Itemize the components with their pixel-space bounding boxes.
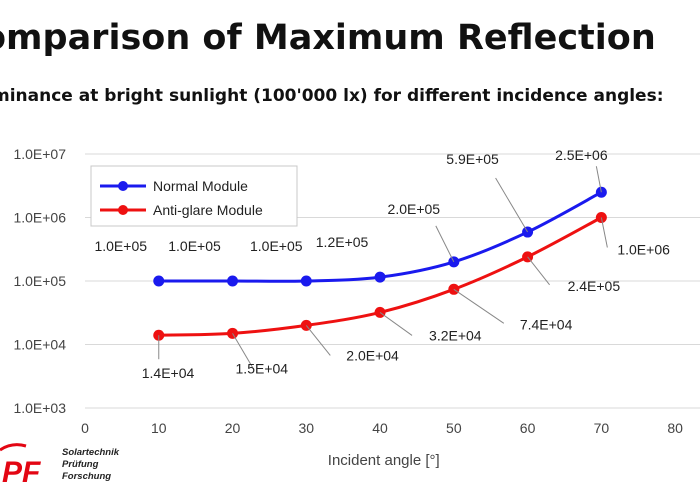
data-point [227, 275, 239, 287]
label-leader [435, 225, 455, 263]
label-leader [600, 217, 608, 248]
data-label: 3.2E+04 [429, 327, 482, 343]
data-point [300, 275, 312, 287]
page-subtitle: minance at bright sunlight (100'000 lx) … [0, 86, 664, 106]
page-title: omparison of Maximum Reflection [0, 18, 656, 58]
logo-letters: PF [2, 456, 41, 489]
label-leader [595, 166, 602, 193]
data-label: 2.4E+05 [568, 278, 621, 294]
data-point [374, 271, 386, 283]
data-label: 7.4E+04 [520, 316, 573, 332]
x-tick-label: 40 [372, 420, 388, 436]
label-leader [527, 256, 550, 286]
legend-marker [118, 181, 128, 191]
legend-marker [118, 205, 128, 215]
y-tick-label: 1.0E+05 [13, 273, 66, 289]
logo-line-1: Solartechnik [62, 447, 120, 458]
label-leader [379, 312, 413, 336]
data-label: 1.0E+05 [250, 238, 303, 254]
y-tick-label: 1.0E+04 [13, 337, 66, 353]
label-leader [232, 333, 253, 368]
data-label: 2.0E+05 [388, 201, 441, 217]
y-tick-label: 1.0E+03 [13, 400, 66, 416]
logo-swoosh [0, 443, 27, 452]
data-label: 1.4E+04 [142, 365, 195, 381]
x-tick-label: 60 [520, 420, 536, 436]
spf-logo: PF [0, 443, 41, 489]
data-label: 1.0E+05 [94, 238, 147, 254]
data-label: 1.0E+06 [617, 242, 670, 258]
logo-line-2: Prüfung [62, 459, 99, 470]
data-point [153, 275, 165, 287]
x-tick-label: 30 [299, 420, 315, 436]
y-tick-label: 1.0E+07 [13, 146, 66, 162]
label-leader [495, 177, 529, 233]
legend-box [90, 165, 298, 227]
x-tick-label: 80 [667, 420, 683, 436]
legend-label: Anti-glare Module [153, 202, 263, 218]
x-axis-label: Incident angle [°] [328, 452, 440, 469]
x-tick-label: 0 [81, 420, 89, 436]
label-leader [453, 288, 505, 324]
x-tick-label: 50 [446, 420, 462, 436]
legend-label: Normal Module [153, 178, 248, 194]
x-tick-label: 70 [594, 420, 610, 436]
data-label: 2.0E+04 [346, 347, 399, 363]
label-leader [305, 325, 331, 356]
logo-caption: Solartechnik Prüfung Forschung [62, 447, 119, 483]
y-tick-label: 1.0E+06 [13, 210, 66, 226]
x-tick-label: 20 [225, 420, 241, 436]
data-label: 2.5E+06 [555, 147, 608, 163]
logo-line-3: Forschung [62, 471, 112, 482]
data-label: 5.9E+05 [446, 151, 499, 167]
data-label: 1.0E+05 [168, 238, 221, 254]
data-label: 1.2E+05 [316, 234, 369, 250]
x-tick-label: 10 [151, 420, 167, 436]
data-label: 1.5E+04 [236, 360, 289, 376]
